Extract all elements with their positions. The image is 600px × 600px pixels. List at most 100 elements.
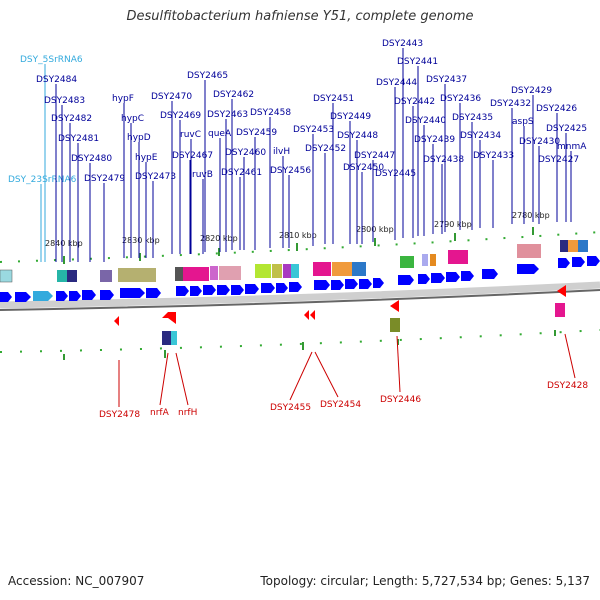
gene-label-dsy2427: DSY2427: [538, 155, 579, 222]
gene-label-hype: hypE: [135, 153, 158, 258]
svg-text:DSY2442: DSY2442: [394, 97, 435, 107]
svg-text:DSY2453: DSY2453: [293, 125, 334, 135]
domain-block: [67, 270, 77, 282]
svg-text:DSY2443: DSY2443: [382, 39, 423, 49]
domain-block: [313, 262, 331, 276]
gene-label-dsy2432: DSY2432: [490, 99, 531, 224]
forward-gene-arrow: [314, 280, 330, 290]
forward-gene-arrow: [572, 257, 585, 267]
forward-gene-arrow: [331, 280, 344, 290]
reverse-gene-labels: DSY2428 DSY2446 DSY2478 nrfA nrfH DSY245…: [99, 333, 588, 420]
domain-block: [352, 262, 366, 276]
rna-label-23srrna6: DSY_23SrRNA6: [8, 175, 77, 185]
svg-text:DSY2438: DSY2438: [423, 155, 464, 165]
gene-label-dsy2451: DSY2451: [313, 94, 354, 244]
domain-block: [568, 240, 578, 252]
gene-label-dsy2446: DSY2446: [380, 335, 421, 405]
svg-text:DSY2484: DSY2484: [36, 75, 77, 85]
gene-label-dsy2470: DSY2470: [151, 92, 192, 254]
svg-text:DSY2439: DSY2439: [414, 135, 455, 145]
domain-block: [57, 270, 67, 282]
svg-text:DSY2427: DSY2427: [538, 155, 579, 165]
forward-gene-arrow: [120, 288, 145, 298]
gene-label-nrfa: nrfA: [150, 352, 170, 418]
gene-label-mnma: mnmA: [557, 142, 587, 222]
gene-label-dsy2482: DSY2482: [51, 114, 92, 262]
forward-gene-arrow: [203, 285, 216, 295]
forward-gene-arrow: [587, 256, 600, 266]
scale-label-2820: 2820 kbp: [200, 234, 238, 243]
gene-label-dsy2441: DSY2441: [397, 57, 438, 236]
svg-text:DSY2429: DSY2429: [511, 86, 552, 96]
forward-gene-arrow: [261, 283, 275, 293]
svg-text:DSY2425: DSY2425: [546, 124, 587, 134]
svg-text:DSY2449: DSY2449: [330, 112, 371, 122]
forward-gene-arrow: [190, 286, 202, 296]
page-title: Desulfitobacterium hafniense Y51, comple…: [126, 9, 474, 24]
reverse-domain-block: [390, 318, 400, 332]
forward-gene-labels: DSY2443 DSY2441 DSY2437 DSY2465 DSY2444 …: [36, 39, 587, 262]
svg-text:nrfA: nrfA: [150, 408, 170, 418]
gene-label-dsy2461: DSY2461: [221, 168, 262, 250]
svg-text:DSY2448: DSY2448: [337, 131, 378, 141]
reverse-gene-arrow: [390, 300, 399, 312]
gene-label-dsy2437: DSY2437: [426, 75, 467, 232]
gene-label-dsy2479: DSY2479: [84, 174, 125, 262]
domain-block: [219, 266, 241, 280]
scale-label-2840: 2840 kbp: [45, 239, 83, 248]
domain-block: [255, 264, 271, 278]
svg-text:hypD: hypD: [127, 133, 151, 143]
svg-text:DSY2451: DSY2451: [313, 94, 354, 104]
rna-labels: DSY_5SrRNA6 DSY_23SrRNA6: [8, 55, 83, 262]
svg-text:DSY2428: DSY2428: [547, 381, 588, 391]
genome-backbone-shadow: [0, 281, 600, 309]
gene-label-dsy2462: DSY2462: [213, 90, 254, 250]
forward-gene-arrow: [517, 264, 539, 274]
gene-label-dsy2460: DSY2460: [225, 148, 266, 250]
svg-text:hypE: hypE: [135, 153, 158, 163]
svg-text:DSY2481: DSY2481: [58, 134, 99, 144]
forward-gene-arrow: [100, 290, 114, 300]
gene-label-dsy2430: DSY2430: [519, 137, 560, 224]
gene-label-ilvh: ilvH: [273, 147, 290, 248]
forward-gene-arrow: [217, 285, 230, 295]
svg-text:DSY2458: DSY2458: [250, 108, 291, 118]
gene-label-dsy2454: DSY2454: [314, 351, 361, 410]
svg-text:DSY2437: DSY2437: [426, 75, 467, 85]
gene-label-dsy2463: DSY2463: [207, 110, 248, 252]
svg-text:DSY2436: DSY2436: [440, 94, 481, 104]
forward-gene-arrow: [245, 284, 259, 294]
scale-label-2780: 2780 kbp: [512, 211, 550, 220]
domain-block: [175, 267, 183, 281]
gene-label-dsy2429: DSY2429: [511, 86, 552, 222]
scale-label-2800: 2800 kbp: [356, 225, 394, 234]
domain-block: [118, 268, 156, 282]
gene-label-hypc: hypC: [121, 114, 144, 258]
gene-label-ruvb: ruvB: [192, 170, 213, 254]
scale-label-2830: 2830 kbp: [122, 236, 160, 245]
reverse-domain-block: [555, 303, 565, 317]
gene-label-dsy2442: DSY2442: [394, 97, 435, 238]
svg-text:DSY2473: DSY2473: [135, 172, 176, 182]
forward-gene-arrow: [289, 282, 302, 292]
reverse-gene-arrow: [162, 312, 176, 324]
gene-label-dsy2443: DSY2443: [382, 39, 423, 238]
svg-text:DSY2478: DSY2478: [99, 410, 140, 420]
svg-text:hypC: hypC: [121, 114, 144, 124]
scale-labels: 2840 kbp 2830 kbp 2820 kbp 2810 kbp 2800…: [45, 211, 550, 248]
domain-block: [448, 250, 468, 264]
forward-gene-arrow: [431, 273, 445, 283]
forward-gene-arrow: [69, 291, 81, 301]
svg-text:ilvH: ilvH: [273, 147, 290, 157]
forward-gene-arrow: [82, 290, 96, 300]
forward-gene-arrow: [231, 285, 244, 295]
forward-gene-arrow: [345, 279, 358, 289]
domain-block: [283, 264, 291, 278]
svg-text:DSY2441: DSY2441: [397, 57, 438, 67]
gene-label-dsy2440: DSY2440: [405, 116, 446, 236]
reverse-gene-arrow: [310, 310, 315, 320]
svg-text:DSY2434: DSY2434: [460, 131, 501, 141]
forward-gene-arrow: [558, 258, 570, 268]
